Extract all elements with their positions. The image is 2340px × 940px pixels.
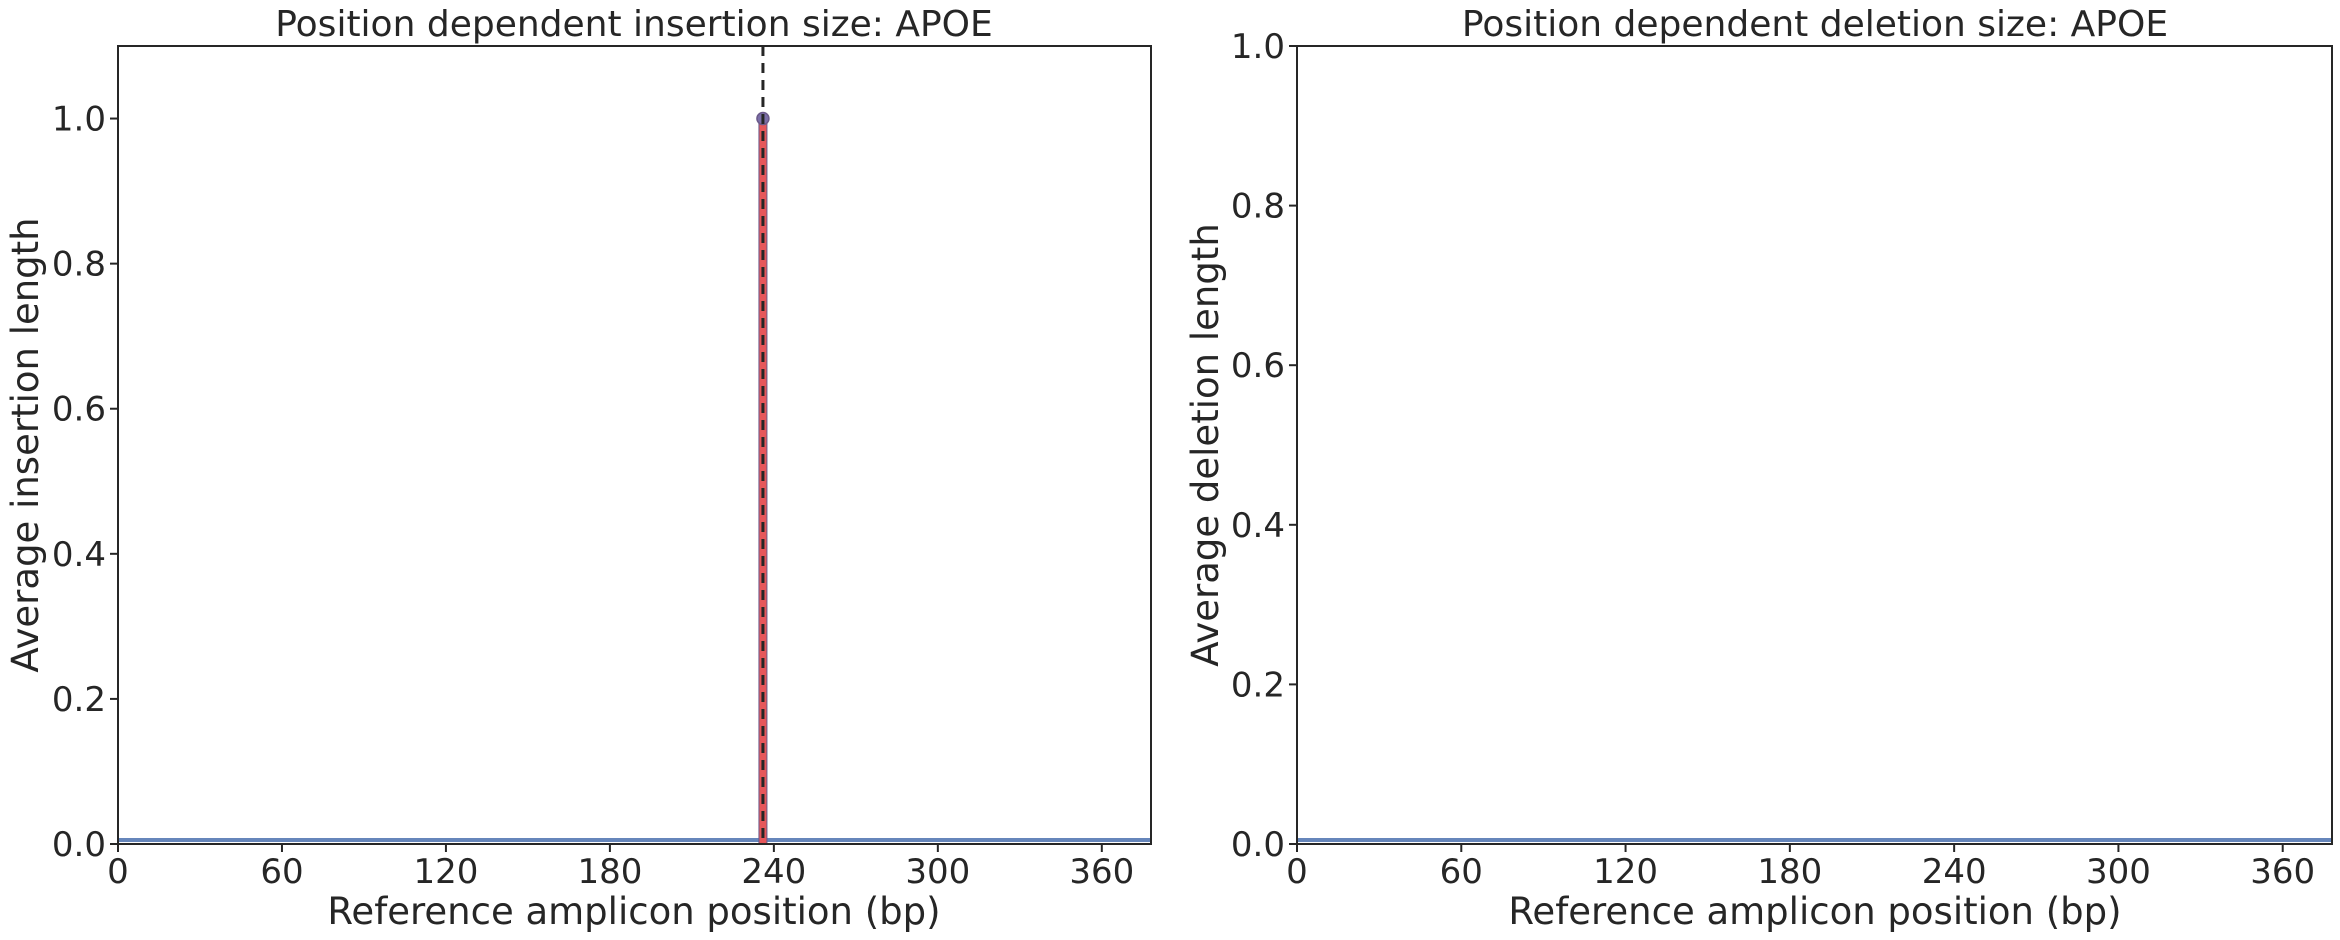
x-axis-label: Reference amplicon position (bp): [1508, 890, 2121, 933]
y-axis-ticks: 0.0 0.2 0.4 0.6 0.8 1.0: [52, 100, 118, 865]
x-tick-label: 180: [1757, 852, 1822, 892]
y-tick-label: 0.4: [52, 535, 106, 575]
x-axis-ticks: 0 60 120 180 240 300 360: [1286, 844, 2315, 892]
x-tick-label: 300: [2086, 852, 2151, 892]
x-tick-label: 240: [1922, 852, 1987, 892]
plot-frame: [117, 45, 1152, 845]
x-tick-label: 360: [1069, 852, 1134, 892]
plot-frame: [1296, 45, 2333, 845]
x-tick-label: 60: [260, 852, 303, 892]
x-tick-label: 0: [1286, 852, 1308, 892]
x-tick-label: 60: [1440, 852, 1483, 892]
x-axis-label: Reference amplicon position (bp): [327, 890, 940, 933]
y-axis-ticks: 0.0 0.2 0.4 0.6 0.8 1.0: [1231, 27, 1297, 865]
x-tick-label: 0: [107, 852, 129, 892]
plot-area: [118, 46, 1151, 845]
x-tick-label: 360: [2250, 852, 2315, 892]
y-tick-label: 0.8: [1231, 187, 1285, 227]
y-tick-label: 0.8: [52, 245, 106, 285]
chart-title: Position dependent deletion size: APOE: [1462, 4, 2168, 45]
insertion-chart-panel: Position dependent insertion size: APOE …: [4, 4, 1152, 933]
y-tick-label: 0.2: [52, 680, 106, 720]
y-tick-label: 0.4: [1231, 506, 1285, 546]
y-tick-label: 0.6: [1231, 346, 1285, 386]
deletion-chart-panel: Position dependent deletion size: APOE R…: [1184, 4, 2333, 933]
y-tick-label: 0.0: [52, 825, 106, 865]
y-tick-label: 1.0: [52, 100, 106, 140]
x-axis-ticks: 0 60 120 180 240 300 360: [107, 844, 1134, 892]
y-tick-label: 0.2: [1231, 665, 1285, 705]
y-tick-label: 1.0: [1231, 27, 1285, 67]
y-axis-label: Average insertion length: [4, 217, 47, 672]
y-tick-label: 0.6: [52, 390, 106, 430]
x-tick-label: 300: [905, 852, 970, 892]
y-tick-label: 0.0: [1231, 825, 1285, 865]
x-tick-label: 180: [577, 852, 642, 892]
y-axis-label: Average deletion length: [1184, 223, 1227, 667]
chart-title: Position dependent insertion size: APOE: [275, 4, 993, 45]
x-tick-label: 240: [741, 852, 806, 892]
x-tick-label: 120: [413, 852, 478, 892]
x-tick-label: 120: [1593, 852, 1658, 892]
